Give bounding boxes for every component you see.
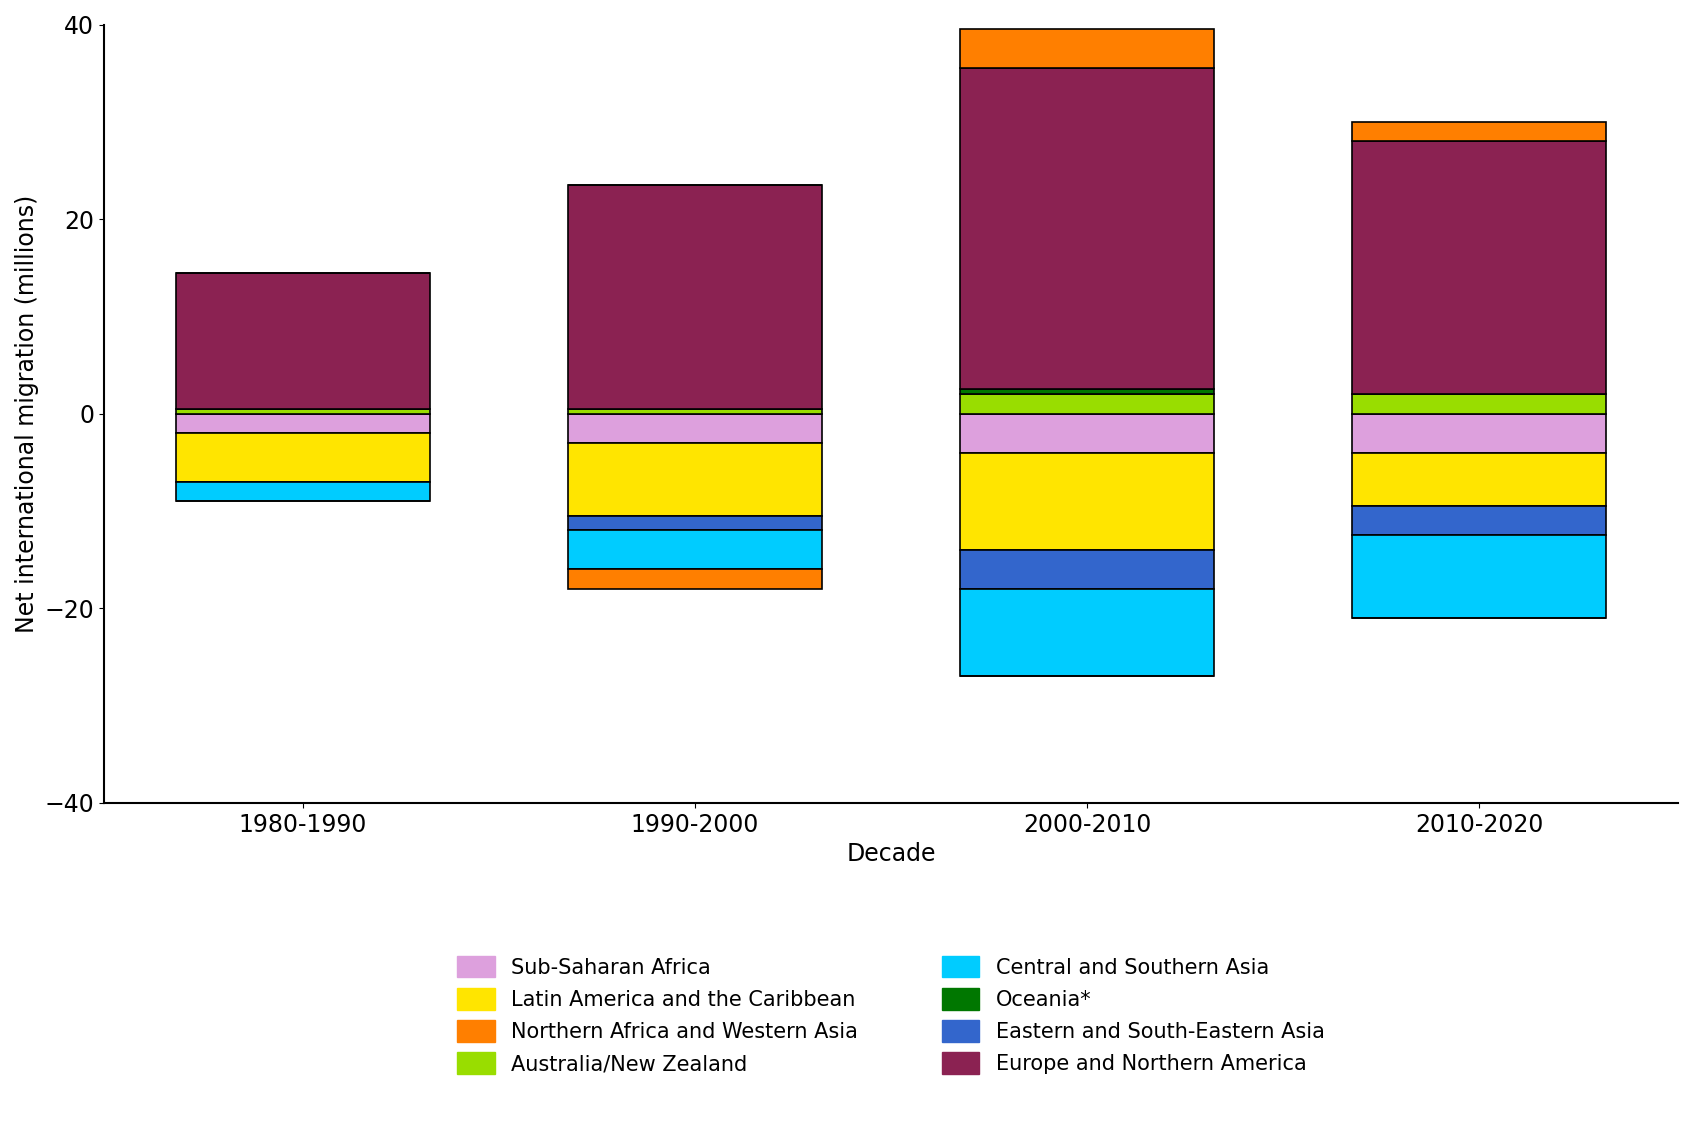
Bar: [567, 516, 823, 530]
Bar: [960, 30, 1214, 69]
Bar: [1351, 536, 1607, 618]
Bar: [567, 408, 823, 414]
Legend: Sub-Saharan Africa, Latin America and the Caribbean, Northern Africa and Western: Sub-Saharan Africa, Latin America and th…: [447, 945, 1336, 1085]
Bar: [176, 408, 430, 414]
Bar: [567, 414, 823, 443]
Bar: [567, 530, 823, 569]
Bar: [960, 389, 1214, 395]
Bar: [176, 273, 430, 408]
Bar: [176, 414, 430, 434]
Bar: [960, 549, 1214, 588]
Bar: [1351, 122, 1607, 141]
Bar: [960, 69, 1214, 389]
Bar: [1351, 453, 1607, 506]
Bar: [1351, 506, 1607, 536]
Bar: [1351, 395, 1607, 414]
Bar: [176, 434, 430, 482]
Bar: [176, 482, 430, 501]
Bar: [960, 588, 1214, 677]
Bar: [960, 395, 1214, 414]
Bar: [567, 569, 823, 588]
X-axis label: Decade: Decade: [846, 842, 936, 866]
Bar: [1351, 414, 1607, 453]
Bar: [1351, 141, 1607, 395]
Bar: [567, 185, 823, 408]
Y-axis label: Net international migration (millions): Net international migration (millions): [15, 195, 39, 633]
Bar: [960, 414, 1214, 453]
Bar: [567, 443, 823, 516]
Bar: [960, 453, 1214, 549]
